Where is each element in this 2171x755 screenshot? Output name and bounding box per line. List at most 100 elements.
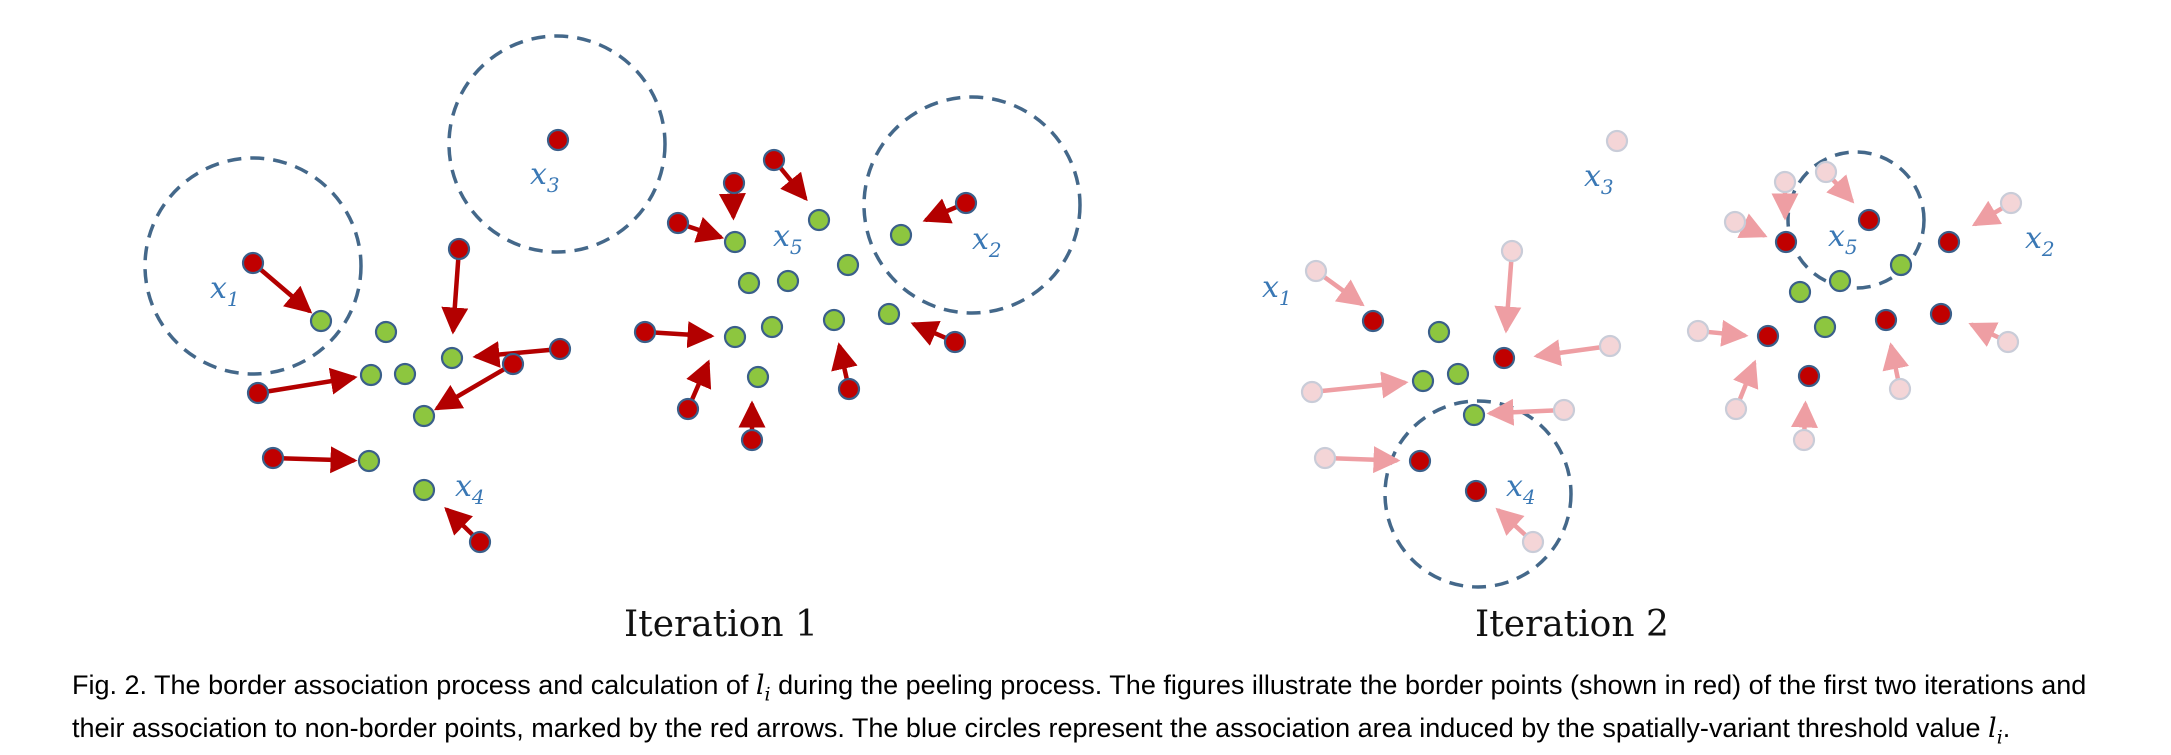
faded-association-arrow	[1494, 259, 1522, 334]
non-border-point	[309, 309, 333, 333]
non-border-point	[1446, 362, 1470, 386]
association-arrow	[686, 359, 712, 402]
association-arrow	[910, 321, 948, 346]
association-arrow	[259, 267, 313, 314]
faded-association-arrow	[1882, 342, 1910, 381]
iteration-2-label: Iteration 2	[1475, 604, 1669, 645]
border-point	[740, 428, 764, 452]
faded-association-arrow	[1737, 213, 1768, 239]
non-border-point	[412, 478, 436, 502]
non-border-point	[1788, 280, 1812, 304]
non-border-point	[374, 320, 398, 344]
border-point	[943, 330, 967, 354]
border-point	[548, 337, 572, 361]
border-point	[954, 191, 978, 215]
association-arrow	[686, 217, 725, 243]
caption-text-1: Fig. 2. The border association process a…	[72, 670, 756, 700]
threshold-circle-x4	[1383, 399, 1573, 589]
border-point	[468, 530, 492, 554]
border-point	[837, 377, 861, 401]
caption-text-3: .	[2002, 713, 2011, 744]
border-point	[246, 381, 270, 405]
faded-point	[1888, 377, 1912, 401]
border-point	[676, 397, 700, 421]
cluster-label-x3-iter2: x3	[1584, 159, 1614, 199]
cluster-label-x2: x2	[972, 222, 1002, 262]
non-border-point	[822, 308, 846, 332]
faded-point	[1723, 210, 1747, 234]
faded-association-arrow	[1333, 446, 1401, 474]
cluster-label-x4-iter2: x4	[1506, 469, 1536, 509]
faded-point	[1792, 428, 1816, 452]
iteration-1-panel: x1 x3 x5 x2 x4	[143, 34, 1082, 554]
cluster-label-x2-iter2: x2	[2025, 221, 2055, 261]
non-border-point	[1813, 315, 1837, 339]
border-point	[1874, 308, 1898, 332]
cluster-label-x1-iter2: x1	[1262, 270, 1292, 310]
association-arrow	[653, 321, 715, 349]
border-point	[1774, 230, 1798, 254]
border-point	[1797, 364, 1821, 388]
non-border-point	[440, 346, 464, 370]
non-border-point	[1411, 369, 1435, 393]
faded-point	[1686, 319, 1710, 343]
border-point	[1361, 309, 1385, 333]
border-point	[501, 352, 525, 376]
border-point	[241, 251, 265, 275]
faded-association-arrow	[1486, 398, 1556, 426]
diagram-figure: x1 x3 x5 x2 x4 x3 x1 x5 x2 x4	[143, 34, 2055, 589]
non-border-point	[807, 208, 831, 232]
association-arrow	[922, 198, 959, 224]
non-border-point	[393, 362, 417, 386]
faded-association-arrow	[1706, 319, 1749, 347]
caption-math-li-2: li	[1988, 713, 2003, 749]
faded-point	[1552, 398, 1576, 422]
faded-point	[1313, 446, 1337, 470]
caption-text-2: during the peeling process. The figures …	[72, 670, 2087, 744]
non-border-point	[1427, 320, 1451, 344]
threshold-circle-x1	[143, 156, 363, 376]
non-border-point	[746, 365, 770, 389]
faded-association-arrow	[1733, 359, 1759, 402]
faded-association-arrow	[1971, 200, 2004, 227]
non-border-point	[877, 302, 901, 326]
border-point	[1937, 230, 1961, 254]
border-point	[447, 237, 471, 261]
faded-point	[1605, 129, 1629, 153]
border-point	[1857, 208, 1881, 232]
faded-association-arrow	[1322, 275, 1365, 307]
non-border-point	[836, 253, 860, 277]
figure-caption: Fig. 2. The border association process a…	[72, 668, 2132, 755]
association-arrow	[718, 191, 746, 221]
faded-association-arrow	[1495, 507, 1528, 537]
iteration-1-label: Iteration 1	[624, 604, 818, 645]
non-border-point	[776, 269, 800, 293]
threshold-circle-x2	[862, 95, 1082, 315]
association-arrow	[778, 166, 808, 202]
non-border-point	[1889, 253, 1913, 277]
border-point	[633, 320, 657, 344]
non-border-point	[357, 449, 381, 473]
faded-point	[1500, 239, 1524, 263]
cluster-label-x1: x1	[210, 271, 240, 311]
border-point	[722, 171, 746, 195]
border-point	[1756, 324, 1780, 348]
border-point	[762, 148, 786, 172]
association-arrow	[266, 367, 358, 395]
non-border-point	[723, 325, 747, 349]
faded-association-arrow	[1791, 400, 1818, 432]
faded-point	[1724, 397, 1748, 421]
faded-association-arrow	[1968, 322, 2001, 347]
non-border-point	[889, 223, 913, 247]
faded-point	[1300, 380, 1324, 404]
faded-point	[1773, 170, 1797, 194]
iteration-2-panel: x3 x1 x5 x2 x4	[1262, 129, 2055, 589]
faded-point	[1521, 530, 1545, 554]
cluster-label-x3: x3	[530, 157, 560, 197]
border-point	[261, 446, 285, 470]
association-arrow	[831, 342, 858, 381]
cluster-label-x5: x5	[773, 219, 803, 259]
faded-association-arrow	[1320, 371, 1409, 399]
faded-point	[1304, 259, 1328, 283]
border-point	[1408, 449, 1432, 473]
